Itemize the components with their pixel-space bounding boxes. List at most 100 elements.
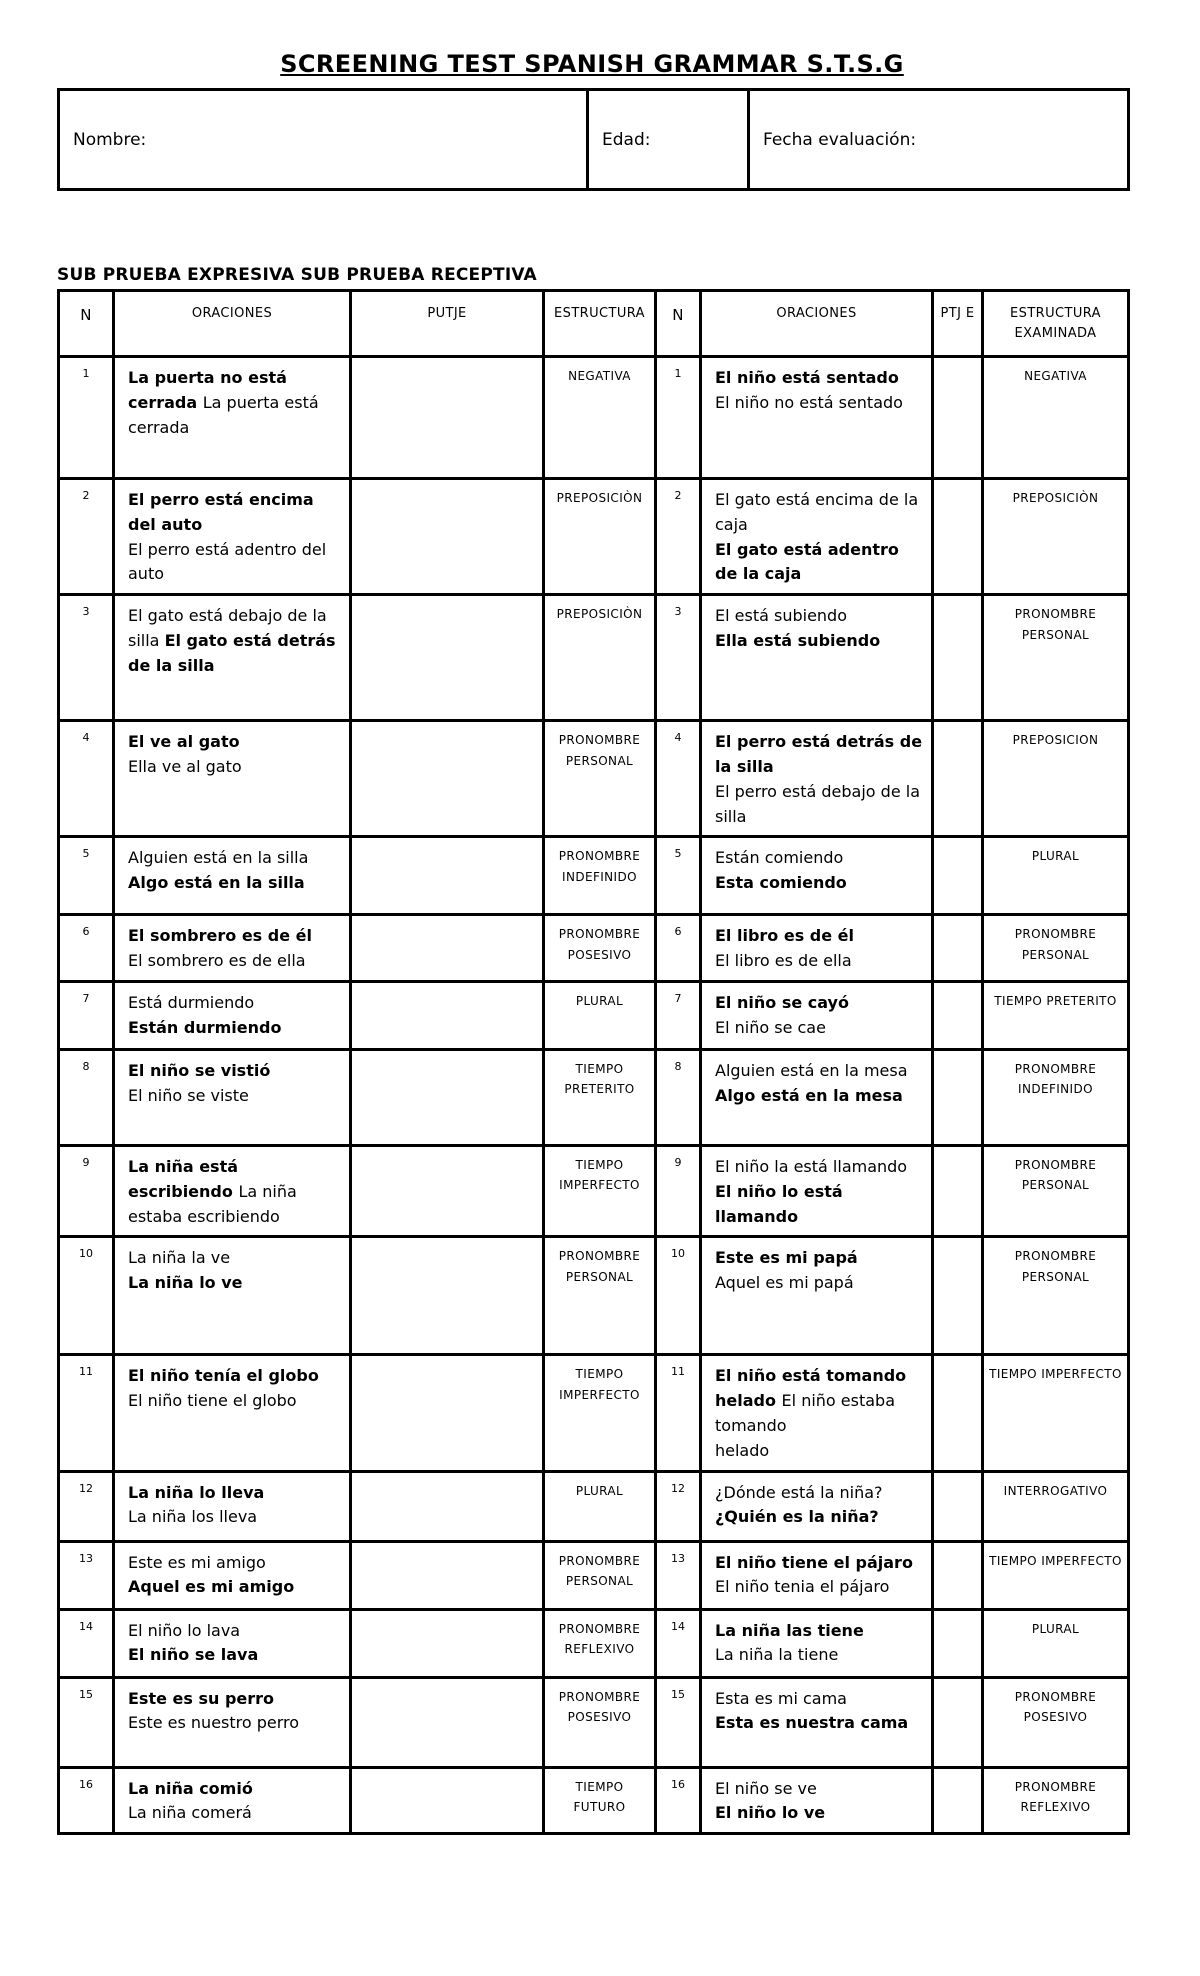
table-row: 16 La niña comió La niña comerá TIEMPO FU… bbox=[57, 1765, 1130, 1836]
fecha-label: Fecha evaluación: bbox=[763, 129, 917, 150]
putje-blank-cell[interactable] bbox=[349, 913, 545, 983]
ptje-blank-cell[interactable] bbox=[931, 1539, 984, 1611]
col-header-oraciones-left: ORACIONES bbox=[112, 289, 352, 358]
sentence-text: El niño tenía el globo bbox=[128, 1366, 319, 1386]
sentence-text: El niño se cae bbox=[715, 1017, 826, 1037]
oraciones-expresiva-cell: Este es su perro Este es nuestro perro bbox=[112, 1675, 352, 1769]
table-row: 9 La niña está escribiendo La niña estab… bbox=[57, 1143, 1130, 1239]
sentence-text: La niña los lleva bbox=[128, 1507, 258, 1527]
estructura-examinada-cell: NEGATIVA bbox=[981, 355, 1130, 480]
ptje-blank-cell[interactable] bbox=[931, 719, 984, 839]
estructura-expresiva-cell: TIEMPO IMPERFECTO bbox=[542, 1353, 657, 1473]
putje-blank-cell[interactable] bbox=[349, 1675, 545, 1769]
sentence-text: El sombrero es de él bbox=[128, 926, 312, 946]
putje-blank-cell[interactable] bbox=[349, 1235, 545, 1357]
oraciones-expresiva-cell: El gato está debajo de la silla El gato … bbox=[112, 593, 352, 723]
row-number-right: 5 bbox=[654, 835, 702, 917]
row-number-right: 7 bbox=[654, 979, 702, 1051]
putje-blank-cell[interactable] bbox=[349, 1469, 545, 1543]
sentence-text: El niño no está sentado bbox=[715, 392, 903, 412]
table-row: 3 El gato está debajo de la silla El gat… bbox=[57, 593, 1130, 723]
row-number-left: 1 bbox=[57, 355, 115, 480]
sentence-text: La puerta está cerrada bbox=[128, 392, 319, 437]
nombre-field[interactable]: Nombre: bbox=[57, 88, 589, 191]
ptje-blank-cell[interactable] bbox=[931, 913, 984, 983]
table-row: 1 La puerta no está cerrada La puerta es… bbox=[57, 355, 1130, 480]
putje-blank-cell[interactable] bbox=[349, 1607, 545, 1679]
col-header-n-right: N bbox=[654, 289, 702, 358]
row-number-right: 15 bbox=[654, 1675, 702, 1769]
ptje-blank-cell[interactable] bbox=[931, 1353, 984, 1473]
sentence-text: Están comiendo bbox=[715, 848, 844, 868]
oraciones-receptiva-cell: El niño está sentado El niño no está sent… bbox=[699, 355, 934, 480]
col-header-estructura-left: ESTRUCTURA bbox=[542, 289, 657, 358]
edad-field[interactable]: Edad: bbox=[586, 88, 750, 191]
sentence-text: La niña lo ve bbox=[128, 1273, 243, 1293]
section-title: SUB PRUEBA EXPRESIVA SUB PRUEBA RECEPTIV… bbox=[57, 265, 537, 285]
estructura-expresiva-cell: PRONOMBRE REFLEXIVO bbox=[542, 1607, 657, 1679]
sentence-text: El niño está tomando helado bbox=[715, 1366, 907, 1411]
ptje-blank-cell[interactable] bbox=[931, 355, 984, 480]
sentence-text: La niña la tiene bbox=[715, 1645, 839, 1665]
putje-blank-cell[interactable] bbox=[349, 355, 545, 480]
putje-blank-cell[interactable] bbox=[349, 1047, 545, 1147]
table-row: 10 La niña la ve La niña lo ve PRONOMBRE … bbox=[57, 1235, 1130, 1357]
table-row: 6 El sombrero es de él El sombrero es de … bbox=[57, 913, 1130, 983]
row-number-left: 12 bbox=[57, 1469, 115, 1543]
row-number-left: 11 bbox=[57, 1353, 115, 1473]
sentence-text: El niño está sentado bbox=[715, 368, 899, 387]
sentence-text: El está subiendo bbox=[715, 606, 847, 626]
row-number-right: 11 bbox=[654, 1353, 702, 1473]
document-page: SCREENING TEST SPANISH GRAMMAR S.T.S.G N… bbox=[57, 50, 1130, 1836]
oraciones-receptiva-cell: El libro es de él El libro es de ella bbox=[699, 913, 934, 983]
ptje-blank-cell[interactable] bbox=[931, 1235, 984, 1357]
ptje-blank-cell[interactable] bbox=[931, 1469, 984, 1543]
ptje-blank-cell[interactable] bbox=[931, 593, 984, 723]
table-row: 7 Está durmiendo Están durmiendo PLURAL 7… bbox=[57, 979, 1130, 1051]
sentence-text: La puerta no está cerrada bbox=[128, 368, 287, 412]
sentence-text: La niña lo lleva bbox=[128, 1482, 265, 1502]
putje-blank-cell[interactable] bbox=[349, 1539, 545, 1611]
sentence-text: Alguien está en la silla bbox=[128, 848, 309, 868]
oraciones-expresiva-cell: La niña lo lleva La niña los lleva bbox=[112, 1469, 352, 1543]
ptje-blank-cell[interactable] bbox=[931, 1143, 984, 1239]
oraciones-receptiva-cell: Esta es mi cama Esta es nuestra cama bbox=[699, 1675, 934, 1769]
row-number-right: 8 bbox=[654, 1047, 702, 1147]
oraciones-expresiva-cell: Alguien está en la silla Algo está en la … bbox=[112, 835, 352, 917]
oraciones-receptiva-cell: El niño se ve El niño lo ve bbox=[699, 1765, 934, 1836]
table-row: 8 El niño se vistió El niño se viste TIEM… bbox=[57, 1047, 1130, 1147]
ptje-blank-cell[interactable] bbox=[931, 1765, 984, 1836]
estructura-expresiva-cell: PRONOMBRE POSESIVO bbox=[542, 913, 657, 983]
putje-blank-cell[interactable] bbox=[349, 1765, 545, 1836]
oraciones-expresiva-cell: Está durmiendo Están durmiendo bbox=[112, 979, 352, 1051]
row-number-left: 7 bbox=[57, 979, 115, 1051]
sentence-text: La niña comerá bbox=[128, 1803, 252, 1823]
putje-blank-cell[interactable] bbox=[349, 1143, 545, 1239]
estructura-expresiva-cell: PRONOMBRE PERSONAL bbox=[542, 719, 657, 839]
ptje-blank-cell[interactable] bbox=[931, 1675, 984, 1769]
estructura-examinada-cell: PREPOSICIÒN bbox=[981, 476, 1130, 597]
col-header-putje: PUTJE bbox=[349, 289, 545, 358]
estructura-expresiva-cell: PREPOSICIÒN bbox=[542, 593, 657, 723]
putje-blank-cell[interactable] bbox=[349, 835, 545, 917]
putje-blank-cell[interactable] bbox=[349, 979, 545, 1051]
row-number-right: 1 bbox=[654, 355, 702, 480]
sentence-text: El niño lo está llamando bbox=[715, 1181, 843, 1226]
estructura-expresiva-cell: TIEMPO IMPERFECTO bbox=[542, 1143, 657, 1239]
ptje-blank-cell[interactable] bbox=[931, 979, 984, 1051]
putje-blank-cell[interactable] bbox=[349, 593, 545, 723]
ptje-blank-cell[interactable] bbox=[931, 835, 984, 917]
putje-blank-cell[interactable] bbox=[349, 719, 545, 839]
oraciones-receptiva-cell: El niño se cayó El niño se cae bbox=[699, 979, 934, 1051]
ptje-blank-cell[interactable] bbox=[931, 476, 984, 597]
table-row: 14 El niño lo lava El niño se lava PRONOM… bbox=[57, 1607, 1130, 1679]
ptje-blank-cell[interactable] bbox=[931, 1607, 984, 1679]
putje-blank-cell[interactable] bbox=[349, 1353, 545, 1473]
sentence-text: Esta es nuestra cama bbox=[715, 1713, 909, 1733]
sentence-text: El perro está adentro del auto bbox=[128, 539, 327, 584]
ptje-blank-cell[interactable] bbox=[931, 1047, 984, 1147]
putje-blank-cell[interactable] bbox=[349, 476, 545, 597]
sentence-text: El gato está debajo de la silla bbox=[128, 606, 327, 650]
estructura-expresiva-cell: PREPOSICIÒN bbox=[542, 476, 657, 597]
fecha-field[interactable]: Fecha evaluación: bbox=[747, 88, 1130, 191]
